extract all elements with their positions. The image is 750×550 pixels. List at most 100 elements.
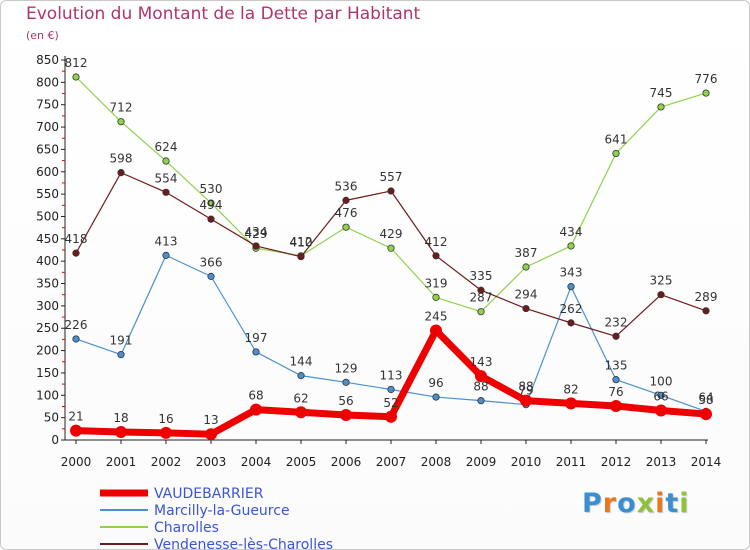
data-point-vaudebarrier — [160, 426, 172, 439]
data-label-vaudebarrier: 21 — [68, 410, 83, 424]
data-point-vendenesse-les-charolles — [702, 307, 710, 315]
data-label-marcilly-la-gueurce: 197 — [245, 331, 268, 345]
data-label-charolles: 530 — [200, 182, 223, 196]
data-label-charolles: 429 — [245, 227, 268, 241]
data-point-charolles — [387, 244, 395, 252]
data-label-vaudebarrier: 66 — [653, 389, 668, 403]
x-tick-label: 2013 — [646, 455, 677, 469]
data-point-charolles — [117, 118, 125, 126]
y-tick-label: 550 — [36, 187, 59, 201]
legend-label-vendenesse-les-charolles: Vendenesse-lès-Charolles — [154, 537, 333, 550]
x-tick-label: 2012 — [601, 455, 632, 469]
data-label-marcilly-la-gueurce: 191 — [110, 334, 133, 348]
y-tick-label: 300 — [36, 299, 59, 313]
data-point-charolles — [612, 149, 620, 158]
data-label-vendenesse-les-charolles: 289 — [695, 290, 718, 304]
y-tick-label: 650 — [36, 142, 59, 156]
x-tick-label: 2004 — [241, 455, 272, 469]
data-point-vaudebarrier — [70, 424, 82, 437]
data-label-charolles: 429 — [380, 227, 403, 241]
data-point-vaudebarrier — [340, 408, 352, 421]
proxiti-logo: Proxiti — [582, 488, 690, 519]
data-point-vaudebarrier — [430, 324, 442, 337]
data-label-marcilly-la-gueurce: 79 — [518, 384, 533, 398]
data-label-vaudebarrier: 58 — [698, 393, 713, 407]
data-label-marcilly-la-gueurce: 144 — [290, 355, 313, 369]
data-label-vaudebarrier: 52 — [383, 396, 398, 410]
data-point-vaudebarrier — [610, 400, 622, 413]
logo-letter: P — [582, 488, 603, 519]
data-label-vendenesse-les-charolles: 557 — [380, 170, 403, 184]
logo-letter: o — [617, 488, 637, 519]
data-point-charolles — [72, 73, 80, 81]
legend-label-vaudebarrier: VAUDEBARRIER — [154, 486, 264, 502]
x-tick-label: 2005 — [286, 455, 317, 469]
y-tick-label: 50 — [44, 411, 59, 425]
data-point-vendenesse-les-charolles — [387, 187, 395, 195]
data-label-marcilly-la-gueurce: 64 — [698, 390, 713, 404]
data-label-charolles: 387 — [515, 246, 538, 260]
x-tick-label: 2006 — [331, 455, 362, 469]
y-tick-label: 150 — [36, 366, 59, 380]
data-label-marcilly-la-gueurce: 100 — [650, 374, 673, 388]
data-label-vaudebarrier: 18 — [113, 411, 128, 425]
data-label-vendenesse-les-charolles: 494 — [200, 198, 223, 212]
data-point-vendenesse-les-charolles — [207, 215, 215, 223]
data-label-vendenesse-les-charolles: 554 — [155, 171, 178, 185]
data-point-vaudebarrier — [385, 410, 397, 423]
legend-label-charolles: Charolles — [154, 520, 219, 536]
data-label-charolles: 745 — [650, 86, 673, 100]
data-label-vaudebarrier: 143 — [470, 355, 493, 369]
data-label-charolles: 476 — [335, 206, 358, 220]
data-point-marcilly-la-gueurce — [207, 272, 215, 280]
data-point-marcilly-la-gueurce — [342, 378, 350, 386]
x-tick-label: 2011 — [556, 455, 587, 469]
data-label-charolles: 812 — [65, 56, 88, 70]
data-label-vaudebarrier: 13 — [203, 413, 218, 427]
data-label-marcilly-la-gueurce: 96 — [428, 376, 443, 390]
data-point-vaudebarrier — [700, 408, 712, 421]
data-point-vendenesse-les-charolles — [252, 242, 260, 250]
data-label-vendenesse-les-charolles: 325 — [650, 274, 673, 288]
data-label-charolles: 319 — [425, 276, 448, 290]
data-point-vendenesse-les-charolles — [432, 252, 440, 260]
data-label-vendenesse-les-charolles: 410 — [290, 236, 313, 250]
y-tick-label: 600 — [36, 165, 59, 179]
data-label-vaudebarrier: 16 — [158, 412, 173, 426]
data-point-vaudebarrier — [250, 403, 262, 416]
data-label-charolles: 624 — [155, 140, 178, 154]
y-tick-label: 800 — [36, 75, 59, 89]
data-label-marcilly-la-gueurce: 135 — [605, 359, 628, 373]
data-point-vendenesse-les-charolles — [342, 196, 350, 204]
data-point-charolles — [522, 263, 530, 271]
y-tick-label: 850 — [36, 53, 59, 67]
data-point-marcilly-la-gueurce — [477, 397, 485, 405]
data-point-marcilly-la-gueurce — [252, 348, 260, 356]
data-point-marcilly-la-gueurce — [567, 283, 575, 291]
logo-letter: i — [679, 488, 690, 519]
data-point-vendenesse-les-charolles — [297, 253, 305, 261]
logo-letter: r — [602, 488, 618, 519]
chart-title: Evolution du Montant de la Dette par Hab… — [26, 4, 421, 24]
logo-letter: i — [655, 488, 666, 519]
data-point-charolles — [477, 308, 485, 316]
data-label-marcilly-la-gueurce: 88 — [473, 380, 488, 394]
data-point-vendenesse-les-charolles — [612, 332, 620, 340]
data-point-vendenesse-les-charolles — [72, 249, 80, 257]
data-point-vendenesse-les-charolles — [657, 291, 665, 299]
x-tick-label: 2000 — [61, 455, 92, 469]
data-label-charolles: 776 — [695, 72, 718, 86]
data-label-charolles: 434 — [560, 225, 583, 239]
y-tick-label: 400 — [36, 254, 59, 268]
data-point-vaudebarrier — [295, 406, 307, 419]
data-label-vendenesse-les-charolles: 232 — [605, 315, 628, 329]
data-point-vaudebarrier — [655, 404, 667, 417]
y-tick-label: 250 — [36, 321, 59, 335]
legend-label-marcilly-la-gueurce: Marcilly-la-Gueurce — [154, 503, 290, 519]
data-point-marcilly-la-gueurce — [297, 372, 305, 380]
data-point-charolles — [702, 89, 710, 97]
data-label-vendenesse-les-charolles: 434 — [245, 225, 268, 239]
data-point-vendenesse-les-charolles — [117, 169, 125, 177]
y-tick-label: 350 — [36, 277, 59, 291]
